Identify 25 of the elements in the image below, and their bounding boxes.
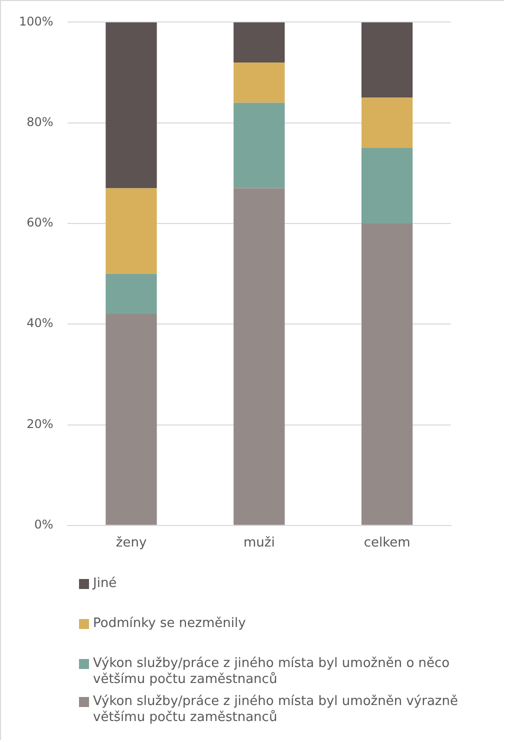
x-tick-label: celkem xyxy=(364,536,410,551)
bar xyxy=(234,62,285,103)
bar xyxy=(106,22,157,188)
y-tick-label: 0% xyxy=(34,518,54,532)
legend-label: Podmínky se nezměnily xyxy=(93,616,246,632)
bar xyxy=(361,223,413,525)
bar xyxy=(106,188,157,274)
legend-label: Výkon služby/práce z jiného místa byl umožněn výrazně většímu počtu zaměstnanců xyxy=(93,694,459,726)
bar xyxy=(234,22,285,62)
bar xyxy=(361,98,413,148)
bar xyxy=(234,102,285,188)
x-tick-label: ženy xyxy=(116,536,147,551)
bar xyxy=(234,188,285,525)
x-tick-label: muži xyxy=(243,536,275,551)
bar xyxy=(106,314,157,525)
y-tick-label: 60% xyxy=(26,216,54,230)
legend-label: Jiné xyxy=(93,576,117,592)
legend-label: Výkon služby/práce z jiného místa byl umožněn o něco většímu počtu zaměstnanců xyxy=(93,656,451,688)
y-tick-label: 40% xyxy=(26,316,54,330)
bar xyxy=(361,148,413,224)
bar xyxy=(361,22,413,98)
y-tick-label: 80% xyxy=(26,114,54,129)
y-tick-label: 20% xyxy=(26,416,54,431)
y-tick-label: 100% xyxy=(18,14,54,28)
bar xyxy=(106,274,157,314)
